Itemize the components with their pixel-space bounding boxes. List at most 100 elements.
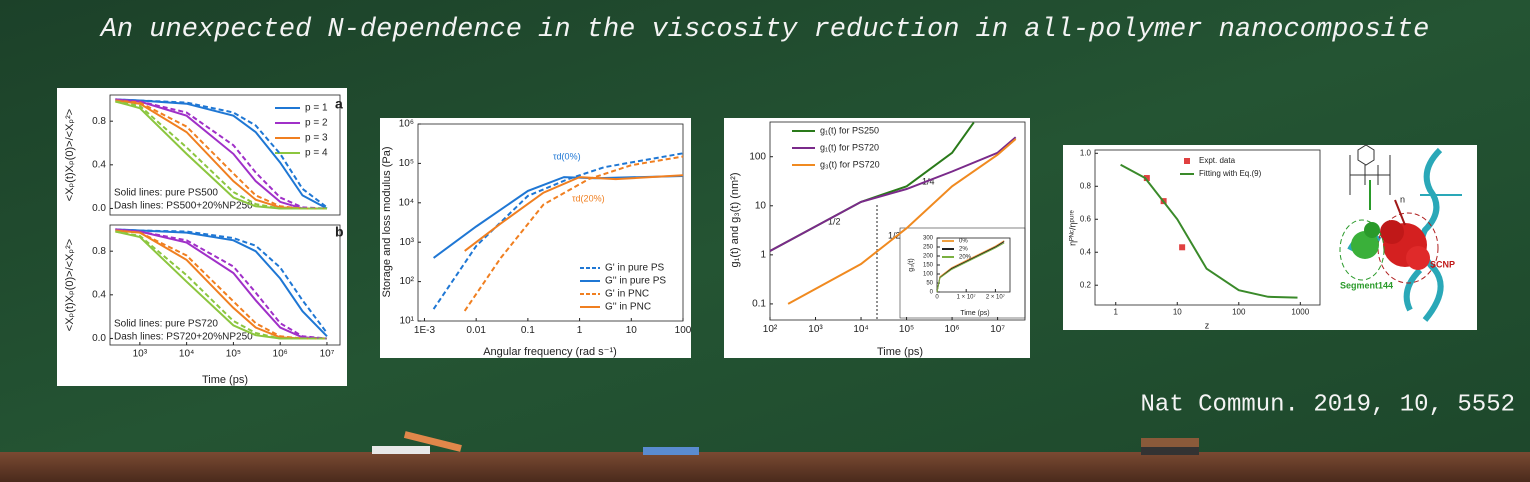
y-tick-label: 10⁶ [399, 119, 414, 130]
y-tick-label: 250 [923, 245, 934, 251]
y-tick-label: 0.0 [92, 203, 106, 214]
legend-marker [1184, 158, 1190, 164]
legend-label: Fitting with Eq.(9) [1199, 169, 1262, 178]
x-tick-label: 10⁶ [944, 324, 959, 335]
x-tick-label: 10² [763, 324, 778, 335]
x-tick-label: 10⁵ [226, 349, 241, 360]
legend-label: g₃(t) for PS720 [820, 159, 880, 169]
y-tick-label: 50 [926, 281, 933, 287]
x-tick-label: 2 × 10⁷ [986, 293, 1005, 300]
legend-label: G' in PNC [605, 289, 649, 300]
data-line [787, 138, 1017, 305]
data-point [1143, 175, 1150, 182]
data-line [432, 152, 684, 310]
y-axis-label: Storage and loss modulus (Pa) [381, 146, 393, 297]
legend-label: G' in pure PS [605, 263, 664, 274]
citation: Nat Commun. 2019, 10, 5552 [1141, 391, 1515, 418]
x-axis-label: Time (ps) [877, 346, 923, 358]
y-tick-label: 1.0 [1080, 148, 1092, 157]
x-tick-label: 100 [1232, 307, 1246, 316]
y-tick-label: 0.2 [1080, 280, 1092, 289]
data-line [115, 100, 327, 210]
data-line [1120, 163, 1298, 299]
legend-label: 0% [959, 239, 968, 245]
x-tick-label: 1000 [1291, 307, 1309, 316]
x-tick-label: 10³ [808, 324, 823, 335]
y-tick-label: 0 [930, 290, 934, 296]
panel-label: a [335, 96, 343, 112]
y-tick-label: 300 [923, 236, 934, 242]
x-tick-label: 1 × 10⁷ [957, 293, 976, 300]
annotation: 1/2 [828, 216, 841, 226]
legend-label: G'' in PNC [605, 302, 651, 313]
legend-label: Expt. data [1199, 156, 1236, 165]
legend-label: 20% [959, 255, 972, 261]
note: Solid lines: pure PS720 [114, 319, 218, 330]
x-tick-label: 10 [626, 325, 638, 336]
data-point [1179, 244, 1186, 251]
y-tick-label: 10⁴ [399, 197, 414, 208]
plot-frame [417, 123, 684, 322]
chalk-ledge [0, 452, 1530, 482]
y-axis-label: <Xₚ(t)Xₚ(0)>/<Xₚ²> [64, 239, 76, 331]
y-tick-label: 10⁵ [399, 158, 414, 169]
panel-label: b [335, 224, 344, 240]
plot-frame [109, 224, 341, 346]
y-tick-label: 0.8 [92, 116, 106, 127]
x-axis-label: Angular frequency (rad s⁻¹) [483, 346, 617, 358]
eraser [1141, 438, 1199, 447]
legend-label: g₁(t) for PS250 [820, 125, 879, 135]
y-tick-label: 0.4 [92, 289, 106, 300]
eraser [1141, 447, 1199, 455]
x-tick-label: 10⁶ [273, 349, 288, 360]
data-line [115, 98, 328, 209]
illustration-label: n [1400, 194, 1405, 204]
chalk [403, 431, 462, 452]
x-tick-label: 10³ [133, 349, 148, 360]
x-axis-label: Time (ps) [202, 374, 248, 386]
y-axis-label: ηᴾᴺᶜ/ηᵖᵘʳᵉ [1067, 210, 1077, 246]
y-tick-label: 10 [755, 200, 767, 211]
y-axis-label: g₃(t) [908, 258, 915, 271]
annotation: 1/2 [888, 230, 901, 240]
y-tick-label: 0.6 [1080, 214, 1092, 223]
illustration-label: Segment144 [1340, 280, 1393, 290]
note: Solid lines: pure PS500 [114, 188, 218, 199]
legend-label: p = 4 [305, 148, 328, 159]
x-tick-label: 10⁷ [320, 349, 335, 360]
illustration: n SCNP Segment144 [1339, 144, 1462, 322]
y-tick-label: 150 [923, 263, 934, 269]
y-tick-label: 0.4 [1080, 247, 1092, 256]
plot-frame [109, 94, 341, 216]
y-tick-label: 0.8 [92, 246, 106, 257]
x-tick-label: 0.01 [466, 325, 486, 336]
y-tick-label: 10³ [400, 237, 415, 248]
data-line [115, 228, 328, 334]
x-tick-label: 10⁷ [990, 324, 1005, 335]
legend-label: p = 1 [305, 103, 328, 114]
plot-frame [769, 121, 1026, 321]
slide-title: An unexpected N-dependence in the viscos… [99, 15, 1430, 45]
y-tick-label: 0.8 [1080, 181, 1092, 190]
annotation: τd(20%) [572, 193, 605, 203]
y-tick-label: 0.0 [92, 333, 106, 344]
figure-panel [380, 118, 691, 358]
legend-label: G'' in pure PS [605, 276, 666, 287]
note: Dash lines: PS720+20%NP250 [114, 332, 253, 343]
chalk [372, 446, 430, 454]
y-axis-label: <Xₚ(t)Xₚ(0)>/<Xₚ²> [64, 109, 76, 201]
y-tick-label: 100 [749, 151, 766, 162]
y-tick-label: 10¹ [400, 316, 415, 327]
x-tick-label: 1 [577, 325, 583, 336]
y-tick-label: 0.1 [752, 299, 766, 310]
y-tick-label: 10² [400, 276, 415, 287]
x-tick-label: 10⁴ [853, 324, 868, 335]
x-axis-label: Time (ps) [960, 310, 989, 317]
legend-label: p = 2 [305, 118, 328, 129]
x-tick-label: 0.1 [521, 325, 535, 336]
data-line [115, 98, 328, 210]
data-line [115, 228, 328, 340]
y-tick-label: 100 [923, 272, 934, 278]
y-tick-label: 1 [760, 249, 766, 260]
x-tick-label: 10⁵ [899, 324, 914, 335]
